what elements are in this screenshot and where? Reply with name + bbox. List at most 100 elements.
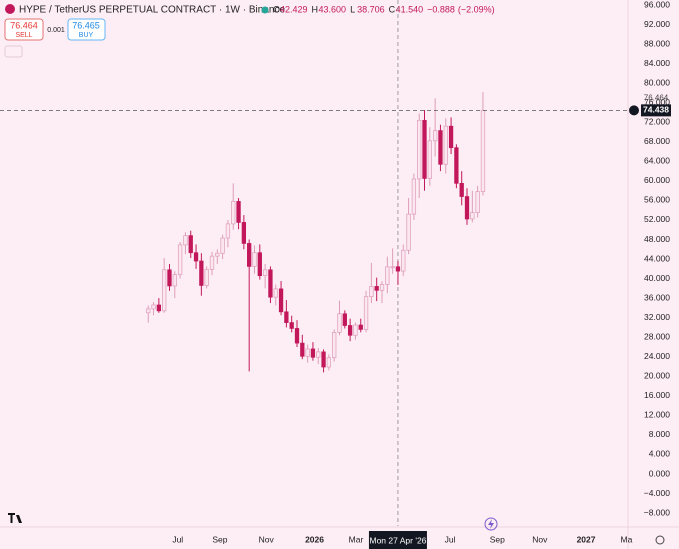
- x-tick-label: Nov: [259, 534, 275, 544]
- candle-body: [231, 201, 236, 225]
- collapse-button[interactable]: [4, 45, 23, 58]
- change-pct: (−2.09%): [458, 4, 495, 14]
- y-tick-label: 68.000: [644, 136, 670, 146]
- ohlc-legend: O 42.429 H 43.600 L 38.706 C 41.540 −0.888 (−2.09…: [273, 4, 495, 14]
- tv-logo[interactable]: [8, 513, 22, 523]
- candle-body: [305, 348, 310, 357]
- candle-body: [464, 196, 470, 220]
- crosshair-label-bg: [368, 531, 427, 549]
- candle-body: [459, 182, 464, 197]
- sell-label[interactable]: SELL: [15, 32, 32, 39]
- candle-body: [151, 304, 156, 310]
- sell-button[interactable]: [4, 18, 44, 41]
- legend-value: 42.429: [280, 4, 308, 14]
- symbol-title[interactable]: HYPE / TetherUS PERPETUAL CONTRACT · 1W …: [19, 5, 285, 16]
- y-tick-label: 28.000: [644, 331, 670, 341]
- candle-body: [156, 304, 162, 312]
- candle-body: [241, 222, 247, 244]
- buy-label[interactable]: BUY: [79, 32, 94, 39]
- y-tick-label: 44.000: [644, 253, 670, 263]
- candle-body: [347, 325, 353, 336]
- candle-body: [300, 342, 305, 357]
- candle-body: [390, 266, 395, 269]
- legend-key: H: [312, 4, 319, 14]
- candle-body: [358, 324, 363, 330]
- y-tick-label: 8.000: [649, 429, 671, 439]
- settings-icon[interactable]: [655, 535, 665, 545]
- candle-body: [289, 322, 294, 329]
- legend-value: 38.706: [357, 4, 385, 14]
- crosshair-label: Mon 27 Apr '26: [369, 535, 426, 545]
- candle-body: [326, 357, 332, 368]
- y-tick-label: 52.000: [644, 214, 670, 224]
- candle-body: [406, 213, 411, 251]
- y-tick-label: 64.000: [644, 156, 670, 166]
- x-tick-label: Nov: [532, 534, 548, 544]
- candle-body: [316, 351, 321, 358]
- y-tick-label: 72.000: [644, 117, 670, 127]
- candle-body: [167, 269, 172, 287]
- y-tick-label: 60.000: [644, 175, 670, 185]
- y-tick-label: 76.000: [644, 97, 670, 107]
- candle-body: [448, 125, 454, 149]
- y-tick-label: 40.000: [644, 273, 670, 283]
- x-tick-label: Sep: [212, 534, 227, 544]
- candle-body: [236, 201, 241, 223]
- candle-body: [247, 243, 252, 267]
- candle-body: [470, 212, 475, 220]
- candle-body: [262, 269, 268, 277]
- y-tick-label: 96.000: [644, 0, 670, 9]
- sell-price[interactable]: 76.464: [10, 20, 38, 30]
- candle-body: [177, 244, 183, 276]
- candle-body: [257, 252, 262, 277]
- candle-body: [188, 235, 193, 254]
- candle-body: [225, 223, 231, 239]
- x-tick-label: Jul: [172, 534, 183, 544]
- legend-key: O: [273, 4, 280, 14]
- x-tick-label: 2026: [305, 534, 324, 544]
- candle-body: [369, 286, 374, 298]
- candle-body: [417, 119, 422, 180]
- candle-body: [172, 274, 177, 287]
- y-tick-label: 36.000: [644, 292, 670, 302]
- legend-key: L: [350, 4, 355, 14]
- candle-body: [342, 313, 347, 326]
- spread: 0.001: [47, 27, 65, 34]
- buy-price[interactable]: 76.465: [72, 20, 100, 30]
- y-tick-label: 92.000: [644, 19, 670, 29]
- candle-body: [422, 119, 427, 179]
- ask-label: 76.464: [644, 94, 669, 103]
- candle-body: [252, 252, 257, 267]
- candle-body: [284, 311, 289, 323]
- replay-icon[interactable]: [484, 517, 498, 531]
- price-label: 74.438: [643, 105, 669, 115]
- y-tick-label: 16.000: [644, 390, 670, 400]
- candle-body: [353, 324, 358, 336]
- x-tick-label: Mar: [349, 534, 364, 544]
- x-tick-label: 2027: [577, 534, 596, 544]
- candle-body: [310, 348, 316, 358]
- buy-button[interactable]: [67, 18, 106, 41]
- y-tick-label: 80.000: [644, 77, 670, 87]
- candle-body: [411, 178, 417, 215]
- status-dot: [261, 6, 269, 14]
- y-tick-label: 88.000: [644, 38, 670, 48]
- candle-body: [209, 255, 215, 270]
- candle-body: [294, 328, 300, 344]
- y-tick-label: 32.000: [644, 312, 670, 322]
- symbol-icon[interactable]: [5, 4, 15, 14]
- candle-body: [321, 351, 326, 368]
- candle-body: [162, 269, 167, 312]
- x-tick-label: Ma: [620, 534, 632, 544]
- candle-body: [438, 130, 443, 165]
- replay-bolt: [488, 519, 494, 529]
- candle-body: [332, 331, 337, 359]
- y-tick-label: 48.000: [644, 234, 670, 244]
- candle-body: [273, 288, 278, 298]
- candle-body: [374, 286, 379, 291]
- candle-body: [337, 313, 342, 333]
- candle-body: [199, 260, 204, 286]
